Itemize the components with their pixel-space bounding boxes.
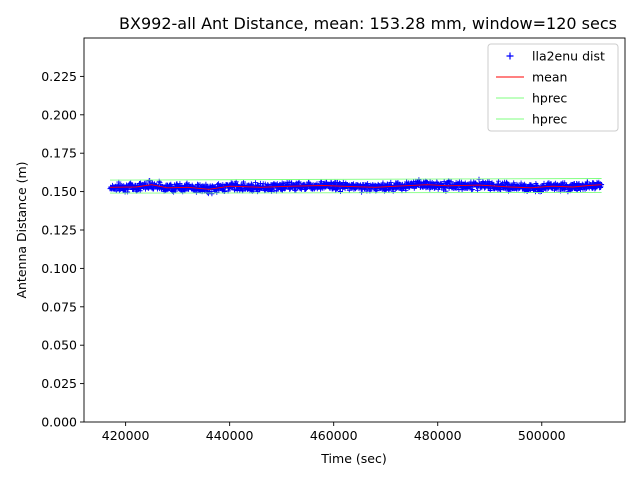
data-point <box>137 188 143 194</box>
data-point <box>386 187 392 193</box>
x-tick-label: 500000 <box>518 428 566 443</box>
y-tick-label: 0.075 <box>41 299 77 314</box>
data-point <box>146 178 152 184</box>
data-point <box>496 178 502 184</box>
legend-label: hprec <box>532 112 567 127</box>
data-point <box>448 179 454 185</box>
y-tick-label: 0.025 <box>41 376 77 391</box>
data-point <box>554 186 560 192</box>
data-point <box>293 187 299 193</box>
y-tick-label: 0.225 <box>41 69 77 84</box>
y-tick-label: 0.050 <box>41 338 77 353</box>
data-point <box>475 187 481 193</box>
legend: lla2enu dist mean hprec hprec <box>487 43 619 132</box>
data-point <box>248 181 254 187</box>
data-point <box>296 179 302 185</box>
legend-marker <box>506 52 514 60</box>
y-tick-label: 0.175 <box>41 146 77 161</box>
legend-label: hprec <box>532 91 567 106</box>
data-point <box>271 187 277 193</box>
data-point <box>346 187 352 193</box>
series-hprec-line-1 <box>109 178 602 181</box>
y-axis-label: Antenna Distance (m) <box>14 161 29 298</box>
y-tick-label: 0.000 <box>41 415 77 430</box>
chart-title: BX992-all Ant Distance, mean: 153.28 mm,… <box>119 14 617 33</box>
data-point <box>135 187 141 193</box>
data-point <box>147 178 153 183</box>
x-tick-label: 460000 <box>310 428 358 443</box>
y-tick-label: 0.125 <box>41 223 77 238</box>
legend-label: lla2enu dist <box>532 49 605 64</box>
data-point <box>351 181 356 187</box>
x-tick-label: 440000 <box>206 428 254 443</box>
data-point <box>441 178 447 184</box>
data-point <box>340 179 346 185</box>
series-hprec-line-2 <box>109 191 602 194</box>
x-tick-label: 420000 <box>102 428 150 443</box>
plot-area <box>107 176 605 197</box>
data-point <box>209 191 215 197</box>
data-point <box>469 187 475 193</box>
y-tick-label: 0.150 <box>41 184 77 199</box>
x-axis-label: Time (sec) <box>320 451 386 466</box>
data-point <box>585 179 590 185</box>
data-point <box>241 179 246 185</box>
y-tick-label: 0.100 <box>41 261 77 276</box>
legend-box <box>487 43 619 132</box>
data-point <box>253 180 258 186</box>
series-mean-line <box>109 184 602 190</box>
y-tick-label: 0.200 <box>41 107 77 122</box>
data-point <box>193 189 199 195</box>
legend-label: mean <box>532 70 567 85</box>
axes: 420000 440000 460000 480000 500000 0.000 0.025… <box>41 37 626 443</box>
x-tick-label: 480000 <box>414 428 462 443</box>
data-point <box>403 187 409 193</box>
